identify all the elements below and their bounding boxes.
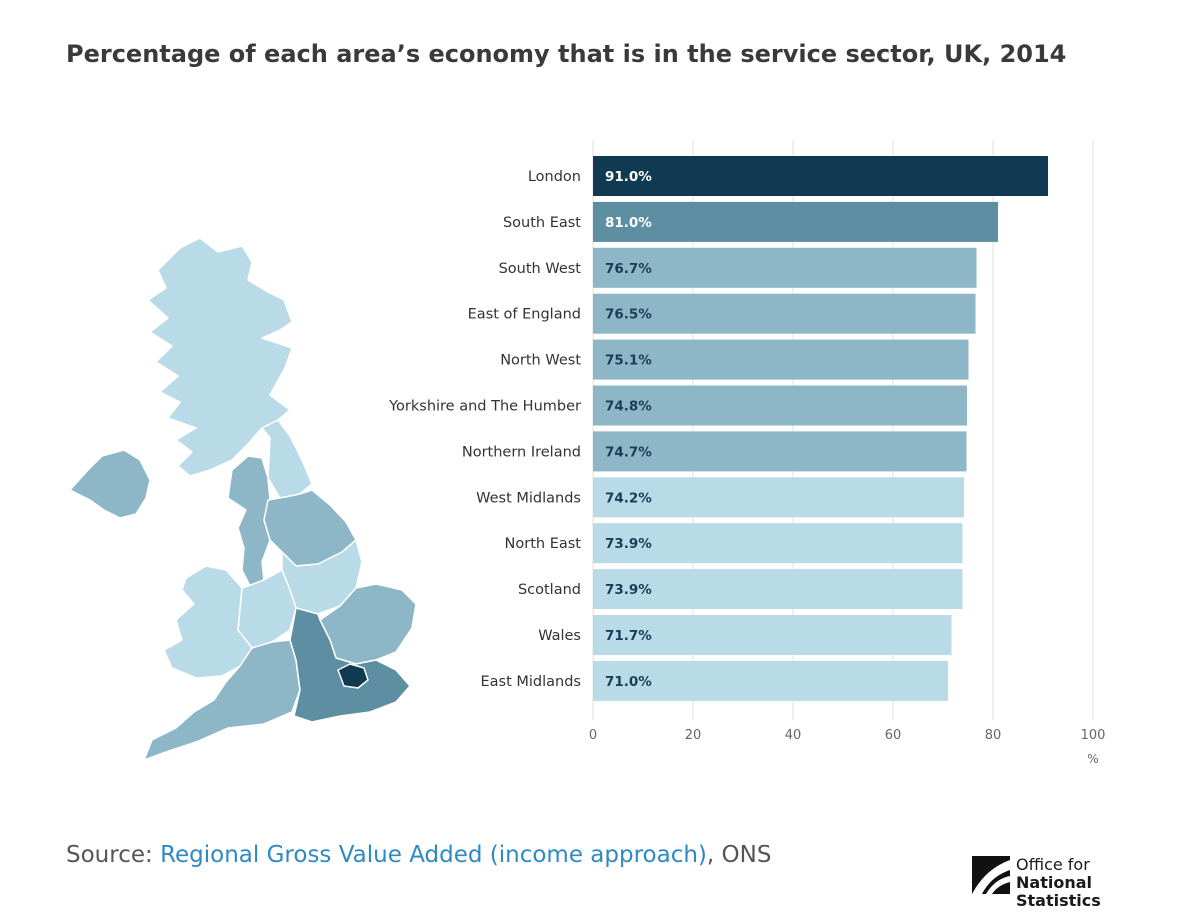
source-link[interactable]: Regional Gross Value Added (income appro… [160,842,707,868]
x-tick-label: 40 [785,728,802,743]
ons-logo-icon [972,856,1010,894]
map-region-north-east [261,419,313,499]
category-label: Northern Ireland [462,444,581,460]
ons-logo: Office for National Statistics [972,856,1172,910]
bar-value-label: 74.8% [605,399,652,415]
x-tick-label: 100 [1081,728,1106,743]
category-label: Yorkshire and The Humber [388,399,581,415]
bar-value-label: 71.0% [605,674,652,690]
source-line: Source: Regional Gross Value Added (inco… [66,842,771,868]
bar [593,201,998,242]
bar [593,615,952,655]
bar-value-label: 75.1% [605,353,652,369]
map-region-northern-ireland [69,449,151,519]
x-tick-label: 0 [589,728,597,743]
category-label: South East [503,215,581,231]
x-tick-label: 20 [685,728,702,743]
category-label: North East [505,536,582,552]
source-prefix: Source: [66,842,161,868]
map-region-london [337,663,369,689]
category-label: Scotland [518,582,581,598]
bar-value-label: 81.0% [605,215,652,231]
category-label: London [528,169,581,185]
bar [593,339,969,380]
category-label: South West [499,261,582,277]
category-label: East of England [468,307,581,323]
ons-logo-text: Office for National Statistics [1016,856,1172,910]
x-unit-label: % [1087,752,1098,766]
bar [593,247,977,288]
map-region-north-west [227,455,271,587]
category-label: West Midlands [476,490,581,506]
ons-logo-line2: National Statistics [1016,873,1101,910]
bar-value-label: 73.9% [605,536,652,552]
map-region-south-west [143,639,301,761]
bar-value-label: 76.5% [605,307,652,323]
source-suffix: , ONS [706,842,772,868]
category-label: Wales [538,628,581,644]
chart-title: Percentage of each area’s economy that i… [66,40,1067,68]
bar-value-label: 91.0% [605,169,652,185]
map-region-wales [163,565,253,679]
bar-value-label: 74.7% [605,444,652,460]
bar-value-label: 74.2% [605,490,652,506]
bar [593,569,963,610]
category-label: North West [500,353,581,369]
bar [593,156,1048,196]
map-region-scotland [147,237,293,477]
bar [593,660,948,701]
category-label: East Midlands [480,674,581,690]
bar [593,431,967,472]
x-tick-label: 80 [985,728,1002,743]
bar [593,293,976,334]
x-tick-label: 60 [885,728,902,743]
bar-value-label: 73.9% [605,582,652,598]
ons-logo-line1: Office for [1016,855,1090,874]
bar [593,477,964,518]
bar-value-label: 76.7% [605,261,652,277]
bar [593,523,963,564]
bar [593,385,967,426]
bar-value-label: 71.7% [605,628,652,644]
